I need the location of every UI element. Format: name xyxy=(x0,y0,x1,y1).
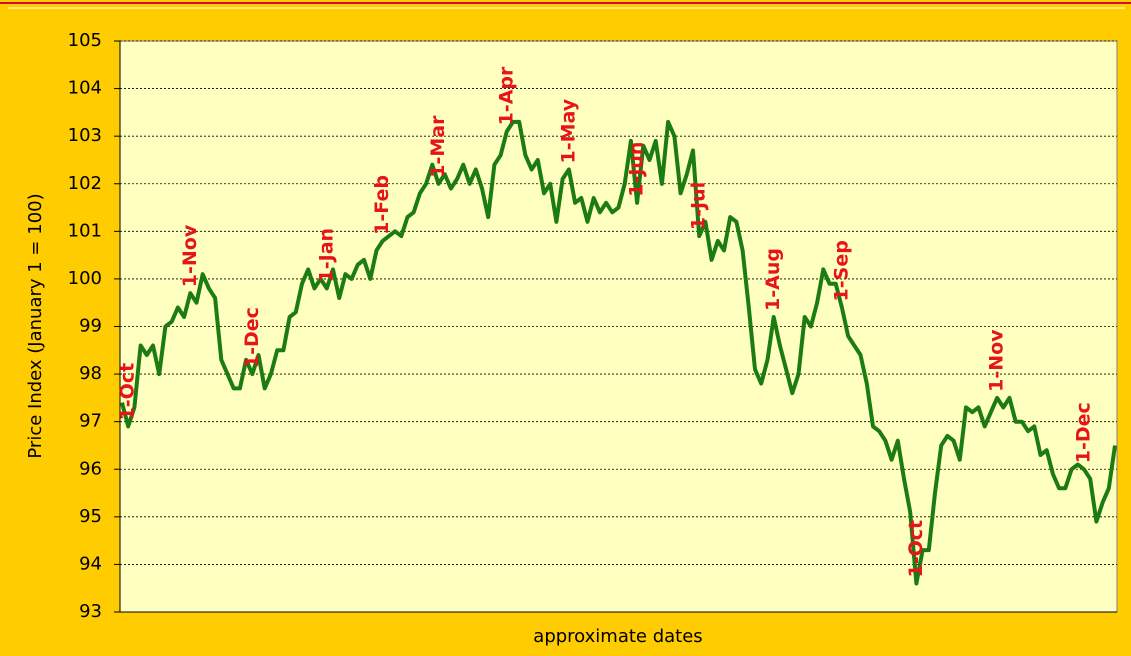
date-label: 1-May xyxy=(557,98,579,163)
y-tick-label: 104 xyxy=(68,78,102,99)
date-label: 1-Sep xyxy=(830,240,852,301)
y-tick-label: 93 xyxy=(79,601,102,622)
y-tick-label: 98 xyxy=(79,363,102,384)
date-label: 1-Oct xyxy=(117,363,139,421)
y-tick-label: 101 xyxy=(68,220,102,241)
date-label: 1-Dec xyxy=(1072,402,1094,463)
y-tick-label: 100 xyxy=(68,268,102,289)
y-axis-label: Price Index (January 1 = 100) xyxy=(25,193,46,458)
x-axis-label: approximate dates xyxy=(533,626,702,647)
date-label: 1-Jan xyxy=(315,228,337,283)
y-tick-label: 97 xyxy=(79,411,102,432)
date-label: 1-Feb xyxy=(371,175,393,235)
y-tick-label: 99 xyxy=(79,316,102,337)
y-tick-label: 96 xyxy=(79,458,102,479)
date-label: 1-Jun xyxy=(626,142,648,197)
price-line xyxy=(120,119,1117,586)
date-label: 1-Mar xyxy=(427,115,449,178)
date-label: 1-Jul xyxy=(688,182,710,230)
y-tick-label: 102 xyxy=(68,173,102,194)
y-tick-label: 94 xyxy=(79,553,102,574)
date-label: 1-Dec xyxy=(241,307,263,368)
y-tick-label: 105 xyxy=(68,30,102,51)
date-label: 1-Nov xyxy=(179,224,201,287)
date-label: 1-Oct xyxy=(905,520,927,578)
date-label: 1-Apr xyxy=(495,66,517,125)
y-tick-label: 95 xyxy=(79,506,102,527)
date-label: 1-Nov xyxy=(986,329,1008,392)
y-tick-label: 103 xyxy=(68,125,102,146)
date-label: 1-Aug xyxy=(762,248,784,311)
